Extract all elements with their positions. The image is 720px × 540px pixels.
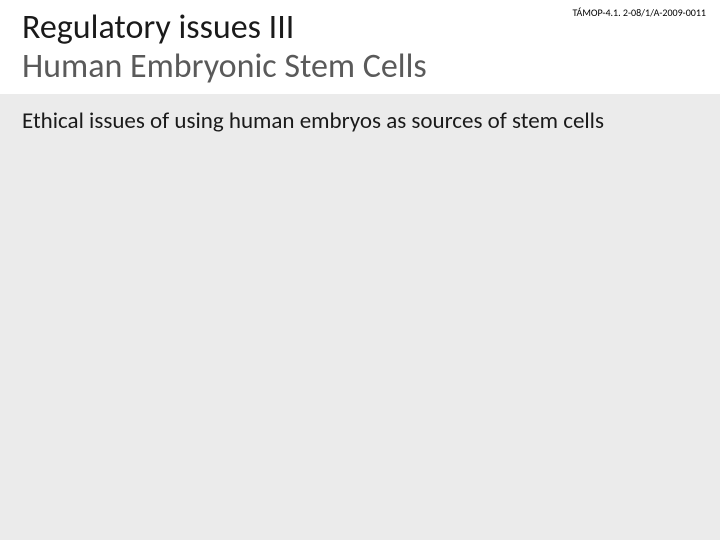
title-prefix: Regulatory issues xyxy=(22,7,269,48)
slide-body-text: Ethical issues of using human embryos as… xyxy=(0,94,680,135)
title-roman-numeral: III xyxy=(269,7,295,48)
slide-subtitle: Human Embryonic Stem Cells xyxy=(22,47,698,86)
presentation-slide: TÁMOP-4.1. 2-08/1/A-2009-0011 Regulatory… xyxy=(0,0,720,540)
document-id: TÁMOP-4.1. 2-08/1/A-2009-0011 xyxy=(572,6,706,19)
